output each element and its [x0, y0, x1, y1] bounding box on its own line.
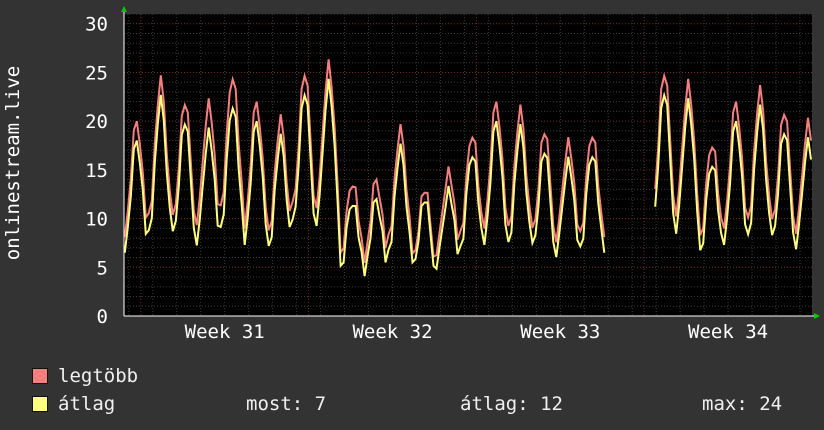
series-line-avg: [654, 91, 812, 251]
legend-label-max: legtöbb: [58, 365, 139, 387]
stat-avg: átlag: 12: [460, 393, 563, 415]
x-tick-label: Week 33: [520, 321, 600, 343]
y-tick-label: 10: [85, 209, 108, 231]
chart-svg: 0 5 10 15 20 25 30 Week 31 Week 32 Week 33 Week 34…: [2, 6, 820, 343]
x-tick-label: Week 34: [688, 321, 768, 343]
y-tick-label: 30: [85, 14, 108, 36]
stat-max: max: 24: [702, 393, 783, 415]
x-tick-label: Week 32: [352, 321, 432, 343]
x-axis-arrow: [814, 313, 820, 319]
legend-row-max: legtöbb: [32, 362, 812, 390]
y-tick-label: 25: [85, 62, 108, 84]
stat-now: most: 7: [246, 393, 327, 415]
legend: legtöbb átlag most: 7 átlag: 12 max: 24: [32, 362, 812, 418]
series-line-max: [654, 72, 812, 236]
legend-label-avg: átlag: [58, 393, 116, 415]
y-tick-label: 15: [85, 160, 108, 182]
series-line-avg: [123, 78, 606, 277]
x-tick-label: Week 31: [185, 321, 265, 343]
y-axis-label: onlinestream.live: [2, 66, 24, 260]
y-tick-label: 5: [97, 257, 108, 279]
y-tick-label: 0: [97, 306, 108, 328]
legend-row-avg: átlag most: 7 átlag: 12 max: 24: [32, 390, 812, 418]
legend-swatch-max: [32, 368, 48, 384]
y-axis-arrow: [121, 6, 127, 12]
y-tick-label: 20: [85, 111, 108, 133]
legend-swatch-avg: [32, 396, 48, 412]
series-line-max: [123, 59, 606, 263]
